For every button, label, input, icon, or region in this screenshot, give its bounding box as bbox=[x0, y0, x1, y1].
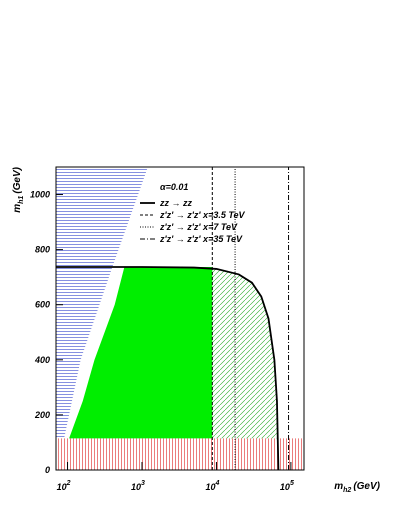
x-tick-base: 10 bbox=[205, 482, 215, 492]
curve bbox=[56, 266, 280, 470]
y-tick-label: 600 bbox=[35, 300, 50, 310]
x-label-main: m bbox=[334, 481, 343, 492]
x-tick-base: 10 bbox=[57, 482, 67, 492]
legend-label: zz → zz bbox=[159, 198, 193, 208]
frame bbox=[55, 166, 305, 471]
plot-area bbox=[56, 167, 304, 470]
y-label-unit: (GeV) bbox=[12, 166, 23, 193]
region bbox=[212, 268, 278, 439]
x-tick-label: 103 bbox=[131, 480, 145, 492]
x-label-sub: h2 bbox=[343, 487, 351, 494]
legend-label: z'z' → z'z' x=35 TeV bbox=[159, 234, 243, 244]
legend-title: α=0.01 bbox=[160, 182, 188, 192]
x-label-unit: (GeV) bbox=[353, 481, 380, 492]
x-tick-exponent: 5 bbox=[290, 480, 294, 487]
legend-label: z'z' → z'z' x=7 TeV bbox=[159, 222, 238, 232]
y-tick-label: 1000 bbox=[30, 190, 50, 200]
x-tick-base: 10 bbox=[280, 482, 290, 492]
x-tick-label: 102 bbox=[57, 480, 71, 492]
y-tick-label: 200 bbox=[34, 410, 50, 420]
region bbox=[69, 266, 213, 439]
x-axis-label: mh2 (GeV) bbox=[334, 481, 380, 494]
x-tick-base: 10 bbox=[131, 482, 141, 492]
legend-label: z'z' → z'z' x=3.5 TeV bbox=[159, 210, 246, 220]
y-tick-label: 800 bbox=[35, 245, 50, 255]
y-tick-label: 0 bbox=[45, 465, 50, 475]
x-tick-label: 104 bbox=[205, 480, 219, 492]
region bbox=[56, 167, 148, 439]
y-tick-label: 400 bbox=[34, 355, 50, 365]
x-tick-exponent: 3 bbox=[141, 480, 145, 487]
region bbox=[56, 438, 304, 470]
y-label-main: m bbox=[12, 204, 23, 213]
x-tick-label: 105 bbox=[280, 480, 294, 492]
x-tick-exponent: 4 bbox=[214, 480, 219, 487]
x-tick-exponent: 2 bbox=[66, 480, 71, 487]
y-label-sub: h1 bbox=[18, 196, 25, 204]
y-axis-label: mh1 (GeV) bbox=[12, 166, 25, 212]
